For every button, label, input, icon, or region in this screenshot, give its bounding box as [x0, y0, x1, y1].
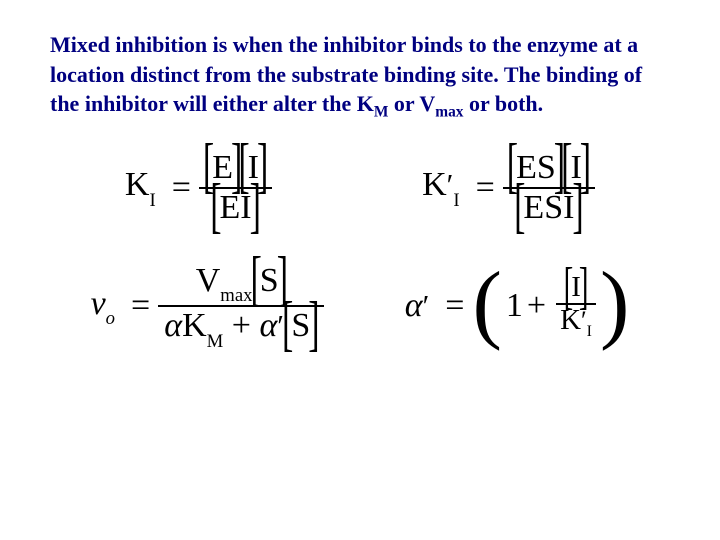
bracket-l-icon: [	[282, 295, 293, 356]
definition-paragraph: Mixed inhibition is when the inhibitor b…	[50, 30, 670, 124]
v0-num: Vmax[S]	[190, 262, 292, 306]
bracket-l-icon: [	[238, 137, 249, 198]
ap-prime: ′	[423, 289, 430, 323]
kip-eq: =	[476, 169, 495, 207]
kip-den: [ESI]	[510, 189, 588, 227]
equation-ki: KI = [E][I] [EI]	[125, 149, 272, 227]
bracket-l-icon: [	[210, 177, 221, 238]
v0-frac: Vmax[S] αKM + α′[S]	[158, 262, 323, 351]
kip-base: K	[422, 166, 447, 203]
ap-parens: ( 1 + [I] K′I )	[472, 272, 629, 341]
paragraph-text-1: Mixed inhibition is when the inhibitor b…	[50, 32, 642, 116]
ap-frac-num: [I]	[562, 272, 591, 303]
v0-plus: +	[232, 307, 251, 344]
bracket-l-icon: [	[514, 177, 525, 238]
ki-frac: [E][I] [EI]	[199, 149, 272, 227]
equations-row-2: vo = Vmax[S] αKM + α′[S] α′ = ( 1 +	[50, 262, 670, 351]
kip-sub: I	[453, 190, 459, 211]
ap-eq: =	[445, 287, 464, 325]
equation-v0: vo = Vmax[S] αKM + α′[S]	[91, 262, 324, 351]
v0-sub: o	[106, 308, 115, 329]
ap-alpha: α	[405, 287, 423, 324]
ki-eq: =	[172, 169, 191, 207]
paragraph-text-2: or V	[388, 91, 435, 116]
bracket-r-icon: ]	[579, 261, 589, 313]
equations-row-1: KI = [E][I] [EI] K′I = [ES][I] [ESI]	[50, 149, 670, 227]
paragraph-sub-max: max	[435, 104, 463, 121]
v0-base: v	[91, 285, 106, 322]
ap-lhs: α′	[405, 287, 430, 325]
equation-alpha-prime: α′ = ( 1 + [I] K′I )	[405, 272, 630, 341]
bracket-r-icon: ]	[250, 177, 261, 238]
ki-base: K	[125, 166, 150, 203]
kip-lhs: K′I	[422, 166, 460, 209]
ki-sub: I	[149, 190, 155, 211]
equation-ki-prime: K′I = [ES][I] [ESI]	[422, 149, 595, 227]
bracket-l-icon: [	[250, 250, 261, 311]
v0-lhs: vo	[91, 285, 115, 328]
v0-vmax-base: V	[196, 262, 221, 299]
ap-den-sub: I	[587, 322, 592, 339]
v0-Ksub: M	[207, 331, 224, 352]
ap-frac: [I] K′I	[556, 272, 596, 341]
kip-frac: [ES][I] [ESI]	[503, 149, 595, 227]
v0-eq: =	[131, 287, 150, 325]
ap-frac-den: K′I	[556, 305, 596, 341]
v0-vmax-sub: max	[220, 285, 252, 306]
bracket-l-icon: [	[561, 137, 572, 198]
bracket-r-icon: ]	[308, 295, 319, 356]
bracket-l-icon: [	[564, 261, 574, 313]
v0-den: αKM + α′[S]	[158, 307, 323, 351]
paragraph-text-3: or both.	[463, 91, 543, 116]
v0-alpha: α	[164, 307, 182, 344]
v0-alphap: α	[259, 307, 277, 344]
paragraph-sub-m: M	[374, 104, 389, 121]
ap-plus: +	[527, 287, 546, 325]
ki-lhs: KI	[125, 166, 156, 209]
v0-K: K	[182, 307, 207, 344]
bracket-r-icon: ]	[572, 177, 583, 238]
ap-content: 1 + [I] K′I	[502, 272, 600, 341]
ap-one: 1	[506, 287, 523, 325]
